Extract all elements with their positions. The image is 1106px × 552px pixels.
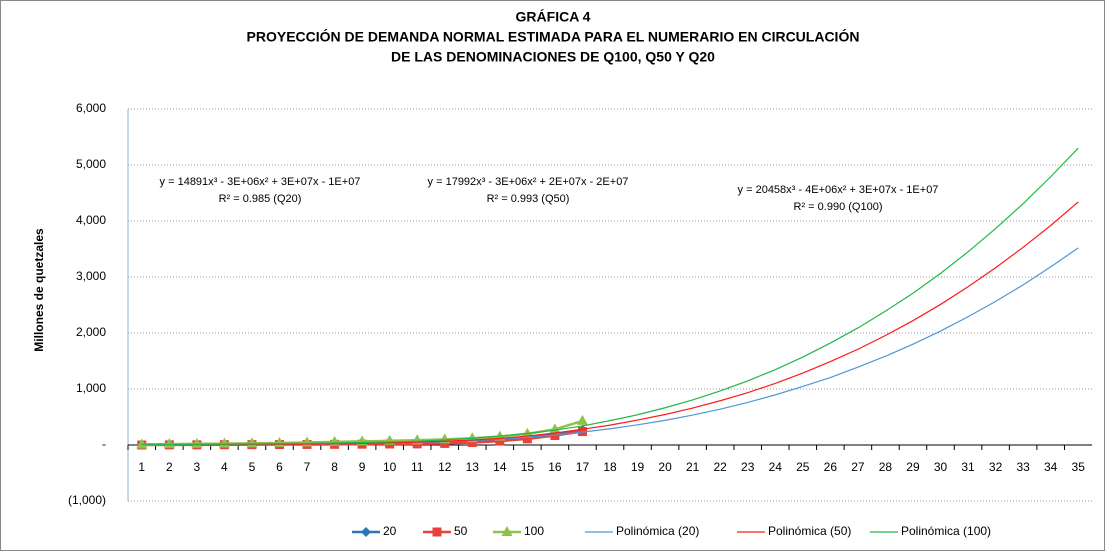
y-tick-label: 1,000	[76, 381, 106, 395]
marker	[576, 414, 588, 425]
x-tick-label: 29	[906, 460, 920, 474]
x-tick-label: 7	[304, 460, 311, 474]
trend-equation: R² = 0.993 (Q50)	[487, 193, 570, 205]
x-tick-label: 3	[194, 460, 201, 474]
x-tick-label: 12	[438, 460, 452, 474]
trend-equation: y = 20458x³ - 4E+06x² + 3E+07x - 1E+07	[738, 184, 939, 196]
x-tick-label: 32	[989, 460, 1003, 474]
x-tick-label: 4	[221, 460, 228, 474]
trend-equation: y = 14891x³ - 3E+06x² + 3E+07x - 1E+07	[160, 176, 361, 188]
x-tick-label: 24	[769, 460, 783, 474]
x-tick-label: 9	[359, 460, 366, 474]
chart-title: GRÁFICA 4	[516, 9, 591, 25]
x-tick-label: 14	[493, 460, 507, 474]
legend-label: Polinómica (20)	[616, 524, 699, 538]
legend-label: Polinómica (50)	[768, 524, 851, 538]
x-tick-label: 21	[686, 460, 700, 474]
x-tick-label: 28	[879, 460, 893, 474]
x-tick-label: 11	[411, 460, 424, 474]
marker	[495, 436, 505, 446]
marker	[522, 434, 532, 444]
trend-equation: y = 17992x³ - 3E+06x² + 2E+07x - 2E+07	[428, 176, 629, 188]
x-tick-label: 1	[138, 460, 145, 474]
marker	[467, 437, 477, 447]
x-tick-label: 22	[713, 460, 727, 474]
x-tick-label: 26	[824, 460, 838, 474]
marker	[191, 437, 203, 448]
chart-title: DE LAS DENOMINACIONES DE Q100, Q50 Y Q20	[391, 49, 715, 65]
x-tick-label: 13	[466, 460, 480, 474]
x-tick-label: 35	[1072, 460, 1086, 474]
x-tick-label: 30	[934, 460, 948, 474]
x-tick-label: 18	[603, 460, 617, 474]
legend-label: 20	[383, 524, 397, 538]
marker	[163, 438, 175, 449]
x-tick-label: 17	[576, 460, 590, 474]
x-tick-label: 19	[631, 460, 645, 474]
x-tick-label: 15	[521, 460, 535, 474]
y-tick-label: 6,000	[76, 101, 106, 115]
trend-line	[141, 147, 1079, 446]
x-tick-label: 10	[383, 460, 397, 474]
legend-marker	[432, 527, 442, 537]
legend-marker	[361, 527, 371, 537]
x-tick-label: 23	[741, 460, 755, 474]
y-axis-label: Millones de quetzales	[32, 228, 46, 352]
x-tick-label: 5	[249, 460, 256, 474]
y-tick-label: (1,000)	[68, 493, 106, 507]
x-tick-label: 16	[548, 460, 562, 474]
y-tick-label: 2,000	[76, 325, 106, 339]
legend-label: 50	[454, 524, 468, 538]
marker	[218, 437, 230, 448]
x-tick-label: 27	[851, 460, 865, 474]
x-tick-label: 20	[658, 460, 672, 474]
x-tick-label: 25	[796, 460, 810, 474]
chart-title: PROYECCIÓN DE DEMANDA NORMAL ESTIMADA PA…	[247, 28, 860, 45]
marker	[440, 438, 450, 448]
x-tick-label: 8	[331, 460, 338, 474]
y-tick-label: 5,000	[76, 157, 106, 171]
trend-equation: R² = 0.990 (Q100)	[794, 201, 883, 213]
y-tick-label: -	[102, 437, 106, 451]
x-tick-label: 34	[1044, 460, 1058, 474]
trend-equation: R² = 0.985 (Q20)	[219, 193, 302, 205]
y-tick-label: 4,000	[76, 213, 106, 227]
x-tick-label: 31	[961, 460, 975, 474]
y-tick-label: 3,000	[76, 269, 106, 283]
trend-line	[141, 201, 1079, 446]
marker	[136, 438, 148, 449]
legend-marker	[501, 526, 513, 536]
x-tick-label: 6	[276, 460, 283, 474]
legend-label: 100	[524, 524, 544, 538]
x-tick-label: 2	[166, 460, 173, 474]
x-tick-label: 33	[1016, 460, 1030, 474]
legend-label: Polinómica (100)	[901, 524, 991, 538]
